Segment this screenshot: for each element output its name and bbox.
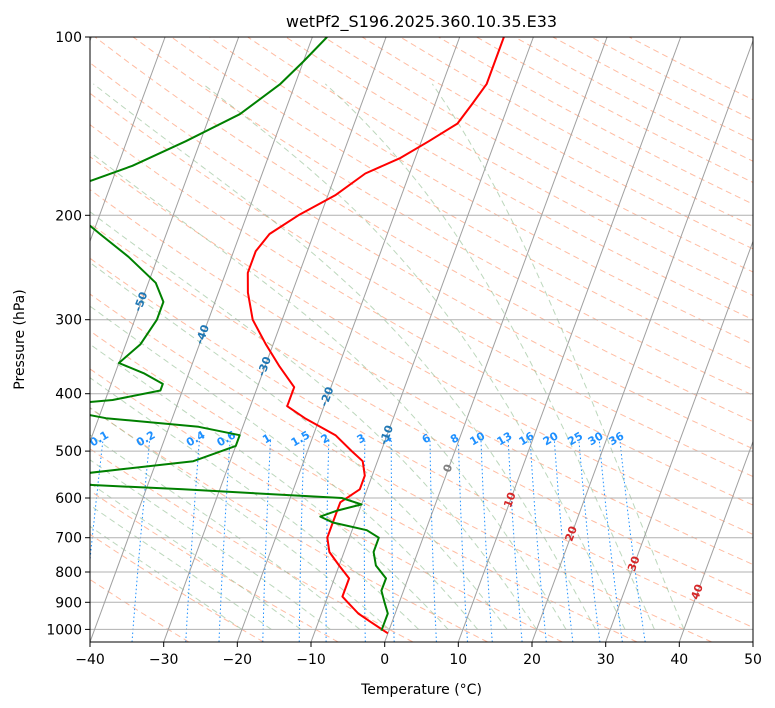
moist-adiabat-line bbox=[90, 504, 272, 630]
dry-adiabat-line bbox=[90, 222, 753, 597]
isotherm-label: 30 bbox=[625, 554, 643, 573]
x-tick-label: −10 bbox=[296, 652, 326, 668]
dry-adiabat-line bbox=[90, 293, 712, 642]
moist-adiabat-line bbox=[93, 83, 596, 630]
isotherm-line bbox=[310, 37, 534, 642]
y-tick-label: 300 bbox=[55, 313, 82, 329]
dry-adiabat-line bbox=[90, 407, 488, 642]
mixing-ratio-line bbox=[578, 440, 601, 642]
y-tick-label: 700 bbox=[55, 531, 82, 547]
x-tick-label: 0 bbox=[380, 652, 389, 668]
isotherm-line bbox=[163, 37, 387, 642]
x-tick-label: 50 bbox=[744, 652, 762, 668]
y-tick-label: 400 bbox=[55, 387, 82, 403]
x-axis-label: Temperature (°C) bbox=[360, 682, 482, 698]
moist-adiabat-line bbox=[202, 83, 626, 630]
dry-adiabat-line bbox=[247, 37, 753, 321]
moist-adiabat-line bbox=[90, 407, 390, 630]
dry-adiabat-line bbox=[90, 533, 264, 642]
moist-adiabat-line bbox=[90, 211, 538, 630]
isotherm-label: 0 bbox=[441, 462, 456, 474]
isotherm-line bbox=[90, 37, 166, 243]
isotherm-line bbox=[236, 37, 461, 642]
moist-adiabat-line bbox=[90, 482, 302, 630]
isotherm-line bbox=[678, 440, 753, 642]
moist-adiabat-line bbox=[431, 83, 685, 630]
axis-ticks: −40 −30 −20 −10 0 10 20 30 40 5010009008007006005… bbox=[46, 30, 762, 668]
mixing-ratio-line bbox=[457, 440, 468, 642]
dewpoint-profile-line bbox=[90, 37, 389, 632]
mixing-ratio-line bbox=[598, 440, 623, 642]
isotherm-line bbox=[90, 37, 240, 443]
dry-adiabat-line bbox=[94, 37, 753, 423]
moist-adiabat-line bbox=[90, 261, 508, 630]
mixing-ratio-line bbox=[429, 440, 437, 642]
y-tick-label: 500 bbox=[55, 444, 82, 460]
x-tick-label: 30 bbox=[597, 652, 615, 668]
mixing-ratio-line bbox=[218, 440, 231, 642]
mixing-ratio-line bbox=[507, 440, 523, 642]
y-tick-label: 600 bbox=[55, 491, 82, 507]
isotherm-line bbox=[531, 39, 753, 642]
moist-adiabat-line bbox=[90, 434, 361, 630]
mixing-ratio-line bbox=[325, 440, 330, 642]
mixing-ratio-line bbox=[480, 440, 493, 642]
moist-adiabat-line bbox=[90, 151, 567, 630]
dry-adiabat-line bbox=[90, 368, 563, 642]
dry-adiabat-line bbox=[90, 490, 339, 642]
isotherm-line bbox=[605, 239, 753, 642]
y-tick-label: 800 bbox=[55, 565, 82, 581]
moist-adiabat-line bbox=[90, 305, 479, 630]
y-tick-label: 200 bbox=[55, 208, 82, 224]
mixing-ratio-line bbox=[529, 440, 547, 642]
moist-adiabat-line bbox=[90, 343, 449, 630]
y-axis-label: Pressure (hPa) bbox=[12, 289, 28, 389]
x-tick-label: 20 bbox=[523, 652, 541, 668]
isotherm-line bbox=[90, 37, 313, 642]
chart-title: wetPf2_S196.2025.360.10.35.E33 bbox=[286, 12, 557, 32]
dry-adiabat-line bbox=[132, 37, 753, 396]
y-tick-label: 1000 bbox=[46, 622, 82, 638]
dry-adiabat-line bbox=[209, 37, 753, 345]
mixing-ratio-line bbox=[619, 440, 646, 642]
moist-adiabat-line bbox=[324, 83, 655, 630]
isotherm-line bbox=[457, 37, 682, 642]
moist-adiabat-line bbox=[90, 525, 243, 630]
dry-adiabat-line bbox=[90, 156, 753, 535]
plot-frame bbox=[89, 36, 754, 643]
mixing-ratio-line bbox=[131, 440, 151, 642]
dry-adiabat-line bbox=[90, 124, 753, 506]
plot-area: 0.10.20.40.611.52346810131620253036-100-… bbox=[90, 37, 753, 642]
temperature-profile-line bbox=[246, 37, 505, 635]
dry-adiabat-line bbox=[90, 257, 753, 628]
isotherm-label: 40 bbox=[688, 582, 706, 601]
isotherm-label: 10 bbox=[501, 490, 519, 509]
mixing-ratio-line bbox=[262, 440, 271, 642]
x-tick-label: 10 bbox=[449, 652, 467, 668]
mixing-ratio-line bbox=[553, 440, 574, 642]
x-tick-label: −20 bbox=[223, 652, 253, 668]
isotherm-line bbox=[384, 37, 608, 642]
y-tick-label: 900 bbox=[55, 595, 82, 611]
x-tick-label: −30 bbox=[149, 652, 179, 668]
mixing-ratio-line bbox=[185, 440, 200, 642]
x-tick-label: 40 bbox=[670, 652, 688, 668]
mixing-ratio-line bbox=[298, 440, 305, 642]
isotherm-label: 20 bbox=[562, 524, 580, 543]
x-tick-label: −40 bbox=[75, 652, 105, 668]
y-tick-label: 100 bbox=[55, 30, 82, 46]
